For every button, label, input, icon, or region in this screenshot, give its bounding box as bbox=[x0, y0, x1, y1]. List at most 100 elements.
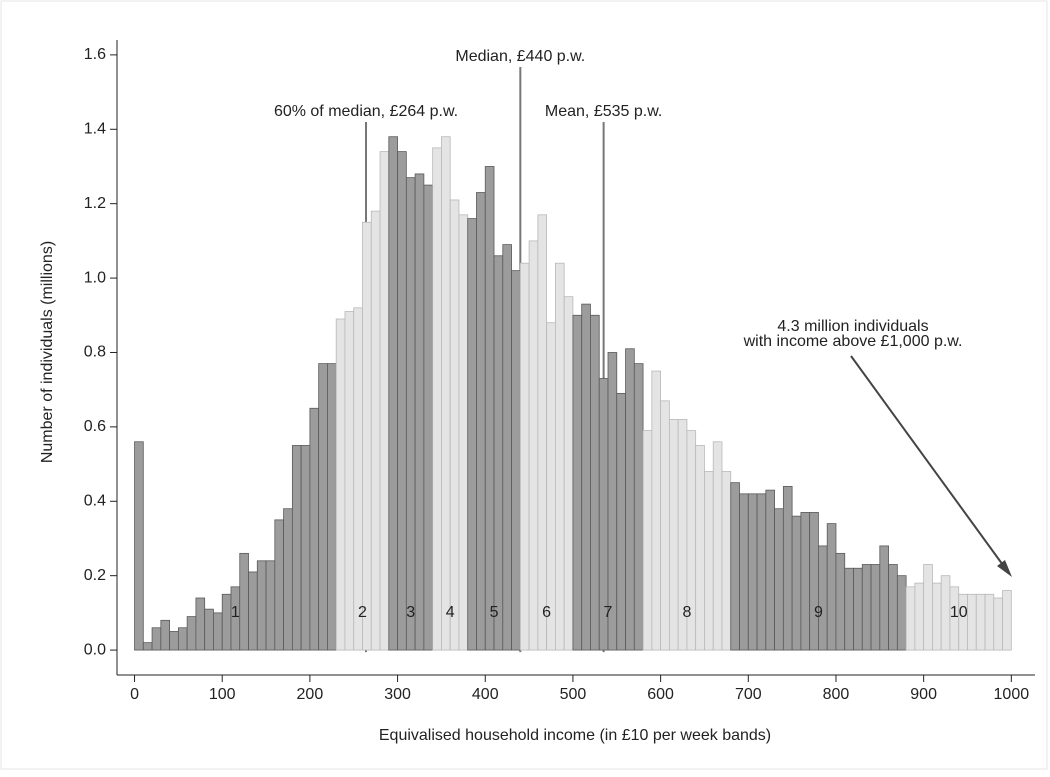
bar bbox=[537, 214, 548, 651]
bar bbox=[914, 582, 925, 651]
bar bbox=[616, 392, 626, 651]
y-tick-label: 1.4 bbox=[84, 120, 106, 137]
x-tick-label: 700 bbox=[735, 686, 762, 703]
bar bbox=[379, 151, 390, 651]
bar bbox=[327, 363, 337, 651]
bar bbox=[967, 593, 977, 651]
bar bbox=[940, 575, 951, 651]
bar bbox=[528, 240, 539, 651]
bar bbox=[204, 608, 214, 651]
bar bbox=[265, 560, 276, 651]
bar bbox=[923, 564, 933, 651]
bar bbox=[405, 177, 416, 651]
y-tick-label: 0.2 bbox=[84, 567, 106, 584]
y-axis-label: Number of individuals (millions) bbox=[39, 241, 56, 463]
bar bbox=[782, 485, 793, 651]
bar bbox=[853, 567, 863, 651]
bar bbox=[975, 593, 986, 651]
bar bbox=[151, 627, 162, 651]
bar bbox=[134, 441, 144, 651]
bar bbox=[861, 564, 872, 651]
bar bbox=[818, 545, 828, 651]
decile-label: 4 bbox=[446, 604, 455, 621]
bar bbox=[581, 303, 591, 651]
x-tick-label: 900 bbox=[910, 686, 937, 703]
bar bbox=[414, 173, 425, 651]
bar bbox=[800, 512, 811, 651]
bar bbox=[844, 567, 854, 651]
bar bbox=[221, 593, 232, 651]
y-tick-label: 1.2 bbox=[84, 195, 106, 212]
bar bbox=[493, 255, 504, 651]
bar bbox=[765, 489, 775, 651]
bar bbox=[1002, 590, 1012, 651]
bar bbox=[730, 482, 740, 651]
decile-label: 7 bbox=[604, 604, 613, 621]
bar bbox=[449, 199, 460, 651]
note-text: 4.3 million individuals bbox=[777, 318, 928, 335]
y-tick-label: 1.0 bbox=[84, 269, 106, 286]
bar bbox=[353, 307, 363, 651]
bar bbox=[309, 407, 320, 651]
note-text: with income above £1,000 p.w. bbox=[743, 333, 963, 350]
bar bbox=[993, 597, 1003, 651]
bar bbox=[388, 136, 398, 651]
bar bbox=[554, 262, 565, 651]
bar bbox=[256, 560, 267, 651]
bar bbox=[169, 631, 179, 651]
bar bbox=[642, 430, 653, 651]
bar bbox=[142, 642, 153, 651]
x-tick-label: 200 bbox=[297, 686, 324, 703]
bar bbox=[239, 552, 249, 651]
bar bbox=[888, 564, 898, 651]
bar bbox=[177, 627, 188, 651]
bar bbox=[519, 262, 530, 651]
y-tick-label: 0.0 bbox=[84, 641, 106, 658]
bar bbox=[835, 552, 846, 651]
annotation-label: Mean, £535 p.w. bbox=[545, 103, 662, 120]
bar bbox=[712, 441, 723, 651]
decile-label: 10 bbox=[950, 604, 968, 621]
bar bbox=[213, 612, 223, 651]
bar bbox=[274, 519, 284, 651]
bar bbox=[186, 616, 197, 651]
decile-label: 6 bbox=[542, 604, 551, 621]
x-tick-label: 100 bbox=[209, 686, 236, 703]
bar bbox=[397, 151, 407, 651]
y-tick-label: 0.4 bbox=[84, 492, 106, 509]
decile-label: 2 bbox=[358, 604, 367, 621]
note-arrowhead bbox=[997, 560, 1012, 577]
y-tick-label: 0.8 bbox=[84, 344, 106, 361]
bar bbox=[291, 445, 302, 651]
x-axis-label: Equivalised household income (in £10 per… bbox=[379, 727, 771, 744]
decile-label: 1 bbox=[231, 604, 240, 621]
bar bbox=[668, 419, 679, 651]
bar bbox=[625, 348, 635, 651]
bar bbox=[809, 512, 819, 651]
bar bbox=[695, 445, 705, 651]
bar bbox=[318, 363, 328, 651]
bar bbox=[747, 493, 758, 651]
annotation-label: 60% of median, £264 p.w. bbox=[274, 103, 458, 120]
decile-label: 9 bbox=[814, 604, 823, 621]
x-tick-label: 800 bbox=[823, 686, 850, 703]
bar bbox=[502, 244, 512, 651]
bar bbox=[739, 493, 749, 651]
bar bbox=[774, 508, 784, 651]
y-tick-label: 1.6 bbox=[84, 46, 106, 63]
bar bbox=[484, 166, 495, 651]
bar bbox=[441, 136, 451, 651]
x-tick-label: 300 bbox=[384, 686, 411, 703]
bar bbox=[633, 363, 644, 651]
x-tick-label: 500 bbox=[560, 686, 587, 703]
bar bbox=[905, 586, 916, 651]
x-tick-label: 600 bbox=[647, 686, 674, 703]
x-tick-label: 400 bbox=[472, 686, 499, 703]
bar bbox=[458, 214, 469, 651]
decile-label: 3 bbox=[406, 604, 415, 621]
bar bbox=[432, 147, 442, 651]
x-tick-label: 0 bbox=[130, 686, 139, 703]
bar bbox=[572, 314, 583, 651]
